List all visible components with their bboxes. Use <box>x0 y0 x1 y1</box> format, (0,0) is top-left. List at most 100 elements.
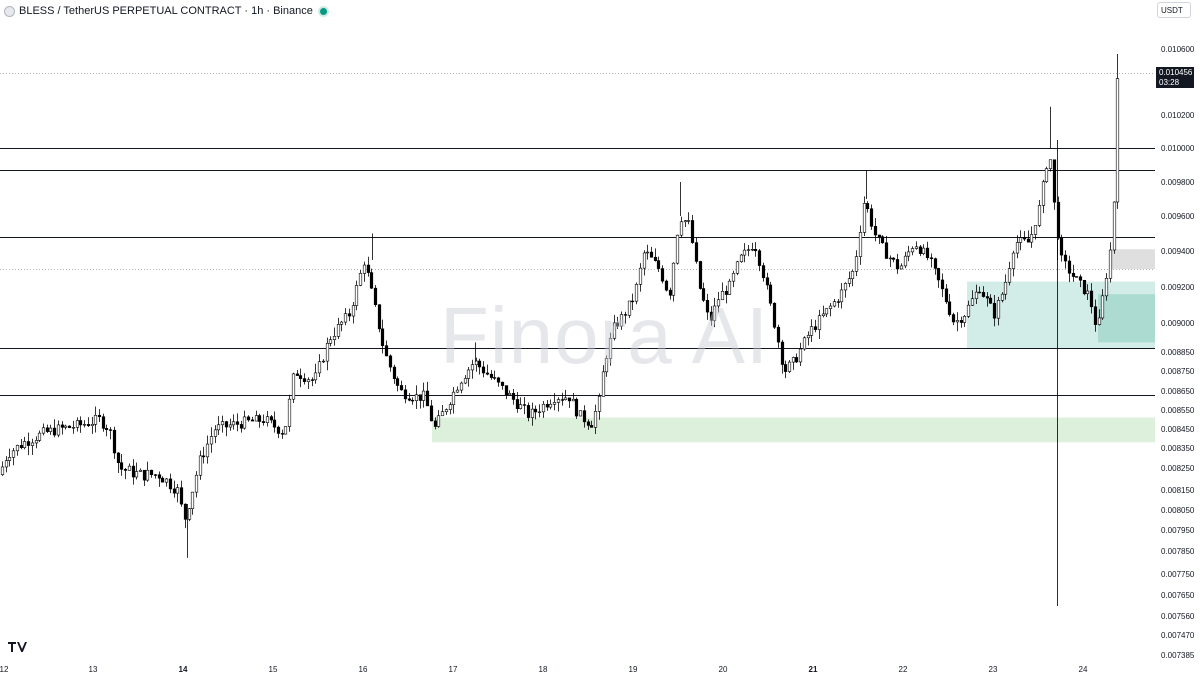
candle <box>701 282 706 303</box>
candle-body <box>854 256 859 272</box>
candle-body <box>996 300 1001 319</box>
candle-body <box>418 394 423 401</box>
candle <box>250 416 255 422</box>
zone-2 <box>1098 294 1155 343</box>
candle-body <box>690 220 695 243</box>
candle-body <box>653 256 658 261</box>
candle-body <box>45 427 50 432</box>
candle-body <box>22 441 27 448</box>
candle-body <box>332 336 337 340</box>
candle <box>358 269 363 287</box>
candle-body <box>425 390 430 407</box>
candle <box>463 375 468 385</box>
candle-body <box>56 424 61 436</box>
candle-body <box>351 305 356 317</box>
candle-body <box>250 419 255 422</box>
candle-body <box>93 414 98 425</box>
candle <box>847 271 852 288</box>
last-price-tag: 0.010456 03:28 <box>1156 67 1194 88</box>
candle-body <box>172 488 177 494</box>
last-price-countdown: 03:28 <box>1159 78 1180 87</box>
candle <box>1093 299 1098 332</box>
candle-body <box>1067 260 1072 274</box>
candle-body <box>891 257 896 260</box>
candle <box>959 316 964 328</box>
candle <box>104 424 109 437</box>
candle <box>60 421 65 435</box>
candle-body <box>433 420 438 427</box>
price-axis-label: 0.008550 <box>1161 406 1195 415</box>
candle <box>880 235 885 244</box>
candle <box>15 444 20 456</box>
candle <box>205 435 210 464</box>
candle-body <box>1089 290 1094 308</box>
candle-body <box>604 358 609 373</box>
zone-0 <box>432 417 1155 443</box>
candle <box>511 389 516 405</box>
candle <box>1044 166 1049 184</box>
candle-body <box>78 420 83 426</box>
candle-body <box>157 474 162 479</box>
candle <box>1108 242 1113 283</box>
candle <box>955 312 960 332</box>
candle-body <box>615 322 620 327</box>
candle-body <box>645 251 650 254</box>
candle <box>630 293 635 311</box>
candle <box>1067 255 1072 283</box>
candle <box>246 415 251 422</box>
candle-body <box>780 341 785 365</box>
candle <box>45 424 50 434</box>
chart-title[interactable]: BLESS / TetherUS PERPETUAL CONTRACT · 1h… <box>19 5 313 17</box>
candle-body <box>30 442 35 446</box>
candle-body <box>910 248 915 253</box>
candle <box>298 368 303 388</box>
candle <box>817 309 822 339</box>
candle <box>962 314 967 328</box>
candle-body <box>899 265 904 270</box>
watermark: Finora AI <box>440 291 770 380</box>
candle-body <box>205 443 210 458</box>
candle-body <box>119 462 124 470</box>
candle-body <box>500 381 505 386</box>
candle <box>216 416 221 436</box>
candle-body <box>1063 254 1068 262</box>
candle <box>522 397 527 415</box>
candle <box>328 336 333 347</box>
candle-body <box>1044 168 1049 183</box>
candle <box>918 244 923 257</box>
candle-body <box>832 301 837 307</box>
candle <box>209 427 214 453</box>
time-axis-label: 15 <box>269 665 278 674</box>
candle-body <box>60 424 65 428</box>
candle <box>597 393 602 420</box>
candle-body <box>1078 276 1083 281</box>
candle <box>560 392 565 406</box>
candle-body <box>578 410 583 417</box>
candle-body <box>567 397 572 402</box>
candle-body <box>608 337 613 359</box>
candle-body <box>52 427 57 436</box>
candle-body <box>90 423 95 427</box>
candle <box>48 424 53 435</box>
candle-body <box>37 432 42 441</box>
candle <box>280 429 285 439</box>
candle-body <box>160 477 165 483</box>
candle-body <box>269 416 274 421</box>
candle-body <box>358 273 363 286</box>
candle <box>187 508 192 522</box>
chart-header: BLESS / TetherUS PERPETUAL CONTRACT · 1h… <box>4 3 327 19</box>
candle-body <box>742 249 747 256</box>
candle <box>821 305 826 318</box>
candle-body <box>660 268 665 282</box>
candle <box>425 381 430 407</box>
candle <box>455 386 460 393</box>
tradingview-logo-icon[interactable] <box>8 642 28 652</box>
candle <box>944 284 949 304</box>
candle <box>985 292 990 307</box>
candle-body <box>809 326 814 336</box>
time-axis-label: 12 <box>0 665 9 674</box>
currency-selector[interactable]: USDT <box>1157 2 1191 18</box>
candle <box>515 391 520 413</box>
candle-body <box>1093 306 1098 325</box>
